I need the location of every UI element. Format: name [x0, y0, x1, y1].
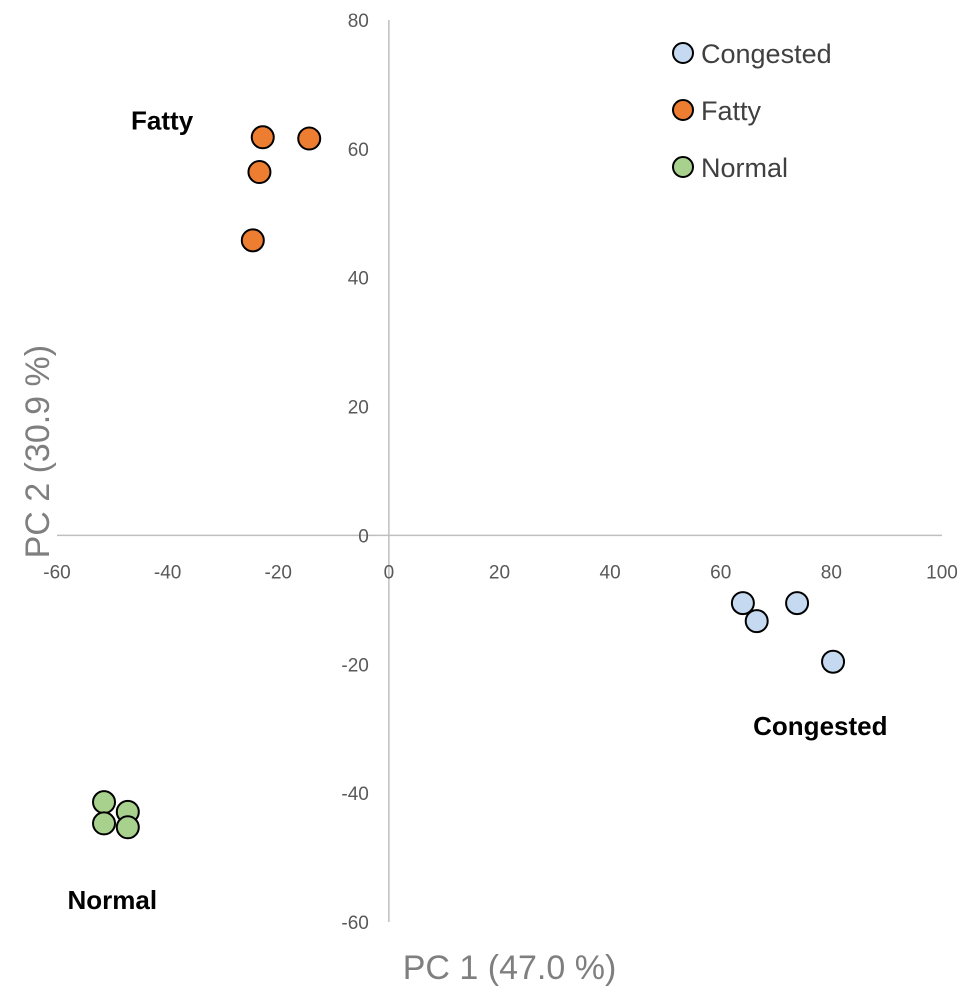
point-congested [730, 591, 755, 616]
point-normal [115, 815, 140, 840]
tick-labels: -60 -40 -20 0 20 40 60 80 100 -60 -40 -20 0 20 40 60 80 [43, 11, 958, 934]
legend-marker-fatty [672, 99, 694, 121]
y-axis-title: PC 2 (30.9 %) [19, 345, 57, 559]
cluster-label-normal: Normal [68, 885, 158, 915]
y-tick-label: 0 [358, 526, 369, 547]
point-congested [785, 591, 810, 616]
point-fatty [240, 228, 265, 253]
x-tick-label: -60 [43, 562, 70, 583]
point-normal [92, 811, 117, 836]
point-normal [92, 790, 117, 815]
x-tick-label: 20 [489, 562, 510, 583]
point-fatty [247, 160, 272, 185]
x-axis-title: PC 1 (47.0 %) [403, 949, 617, 987]
x-tick-label: 80 [821, 562, 842, 583]
y-tick-label: 80 [348, 11, 369, 32]
y-tick-label: 40 [348, 269, 369, 290]
point-congested [821, 649, 846, 674]
y-tick-label: -40 [341, 784, 368, 805]
legend-marker-congested [672, 42, 694, 64]
legend-marker-normal [672, 156, 694, 178]
cluster-label-fatty: Fatty [131, 106, 194, 136]
cluster-label-congested: Congested [753, 711, 887, 741]
x-tick-label: 60 [710, 562, 731, 583]
y-tick-label: 60 [348, 140, 369, 161]
x-tick-label: -20 [265, 562, 292, 583]
legend-label-congested: Congested [701, 39, 832, 69]
x-tick-label: -40 [154, 562, 181, 583]
data-points [92, 125, 846, 840]
legend: Congested Fatty Normal [672, 39, 832, 183]
x-tick-label: 100 [926, 562, 958, 583]
legend-label-normal: Normal [701, 153, 788, 183]
y-tick-label: 20 [348, 398, 369, 419]
cluster-annotations: Fatty Congested Normal [68, 106, 888, 916]
point-fatty [250, 125, 275, 150]
axes [57, 20, 942, 922]
x-tick-label: 40 [600, 562, 621, 583]
y-tick-label: -20 [341, 655, 368, 676]
x-tick-label: 0 [384, 562, 395, 583]
legend-label-fatty: Fatty [701, 96, 762, 126]
y-tick-label: -60 [341, 913, 368, 934]
point-fatty [297, 126, 322, 151]
point-congested [744, 609, 769, 634]
